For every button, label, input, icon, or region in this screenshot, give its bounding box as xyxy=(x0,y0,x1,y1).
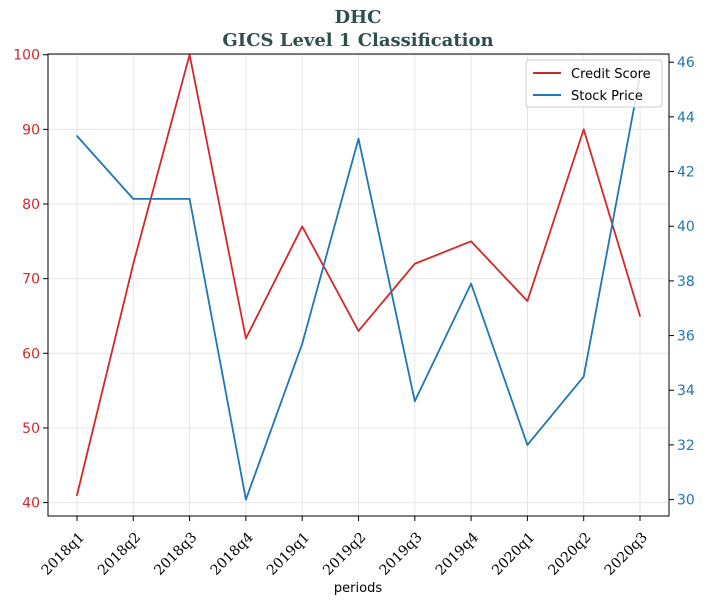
right-tick-label: 42 xyxy=(677,165,695,181)
data-point-stock-price xyxy=(188,197,191,200)
x-tick-label: 2020q1 xyxy=(489,530,538,579)
left-tick-label: 40 xyxy=(22,496,40,512)
data-point-credit-score xyxy=(639,315,641,317)
right-tick-label: 30 xyxy=(677,493,695,509)
left-axis: 40 50 60 70 80 90 100 xyxy=(13,48,48,512)
data-point-stock-price xyxy=(132,197,135,200)
legend-label-stock-price: Stock Price xyxy=(571,89,643,104)
left-tick-label: 100 xyxy=(13,48,40,64)
right-tick-label: 38 xyxy=(677,274,695,290)
x-axis: 2018q1 2018q2 2018q3 2018q4 2019q1 2019q2 2019… xyxy=(39,516,651,579)
legend: Credit Score Stock Price xyxy=(525,59,663,108)
x-tick-label: 2020q3 xyxy=(602,530,651,579)
data-point-credit-score xyxy=(470,240,472,243)
right-tick-label: 46 xyxy=(677,55,695,71)
grid xyxy=(48,54,669,516)
right-tick-label: 40 xyxy=(677,219,695,235)
x-tick-label: 2018q2 xyxy=(95,530,144,579)
data-point-stock-price xyxy=(76,135,78,137)
right-tick-label: 34 xyxy=(677,383,695,399)
data-point-stock-price xyxy=(301,342,304,345)
x-axis-label: periods xyxy=(334,581,382,596)
x-tick-label: 2019q1 xyxy=(264,530,313,579)
right-axis: 30 32 34 36 38 40 42 44 46 xyxy=(669,55,695,509)
data-point-stock-price xyxy=(582,375,585,378)
left-tick-label: 70 xyxy=(22,272,40,288)
data-point-stock-price xyxy=(245,498,247,501)
data-point-credit-score xyxy=(301,225,304,228)
left-tick-label: 80 xyxy=(22,197,40,213)
x-tick-label: 2020q2 xyxy=(545,530,594,579)
legend-label-credit-score: Credit Score xyxy=(571,67,651,82)
x-tick-label: 2019q3 xyxy=(376,530,425,579)
data-point-stock-price xyxy=(470,282,472,285)
data-point-credit-score xyxy=(76,494,78,497)
x-tick-label: 2018q3 xyxy=(151,530,200,579)
data-point-stock-price xyxy=(357,137,360,140)
data-point-credit-score xyxy=(357,330,360,332)
left-tick-label: 90 xyxy=(22,122,40,138)
chart-subtitle: GICS Level 1 Classification xyxy=(222,30,493,51)
chart-title: DHC xyxy=(335,7,382,28)
right-tick-label: 32 xyxy=(677,438,695,454)
x-tick-label: 2019q2 xyxy=(320,530,369,579)
x-tick-label: 2019q4 xyxy=(433,529,482,578)
data-point-credit-score xyxy=(413,262,416,265)
data-point-credit-score xyxy=(582,128,585,131)
x-tick-label: 2018q1 xyxy=(39,530,88,579)
data-point-stock-price xyxy=(413,400,416,403)
right-tick-label: 44 xyxy=(677,110,695,126)
right-tick-label: 36 xyxy=(677,329,695,345)
data-point-credit-score xyxy=(526,300,529,302)
left-tick-label: 60 xyxy=(22,346,40,362)
x-tick-label: 2018q4 xyxy=(208,529,257,578)
data-point-stock-price xyxy=(526,444,529,446)
left-tick-label: 50 xyxy=(22,421,40,437)
data-point-credit-score xyxy=(132,262,135,265)
data-point-credit-score xyxy=(245,337,247,340)
